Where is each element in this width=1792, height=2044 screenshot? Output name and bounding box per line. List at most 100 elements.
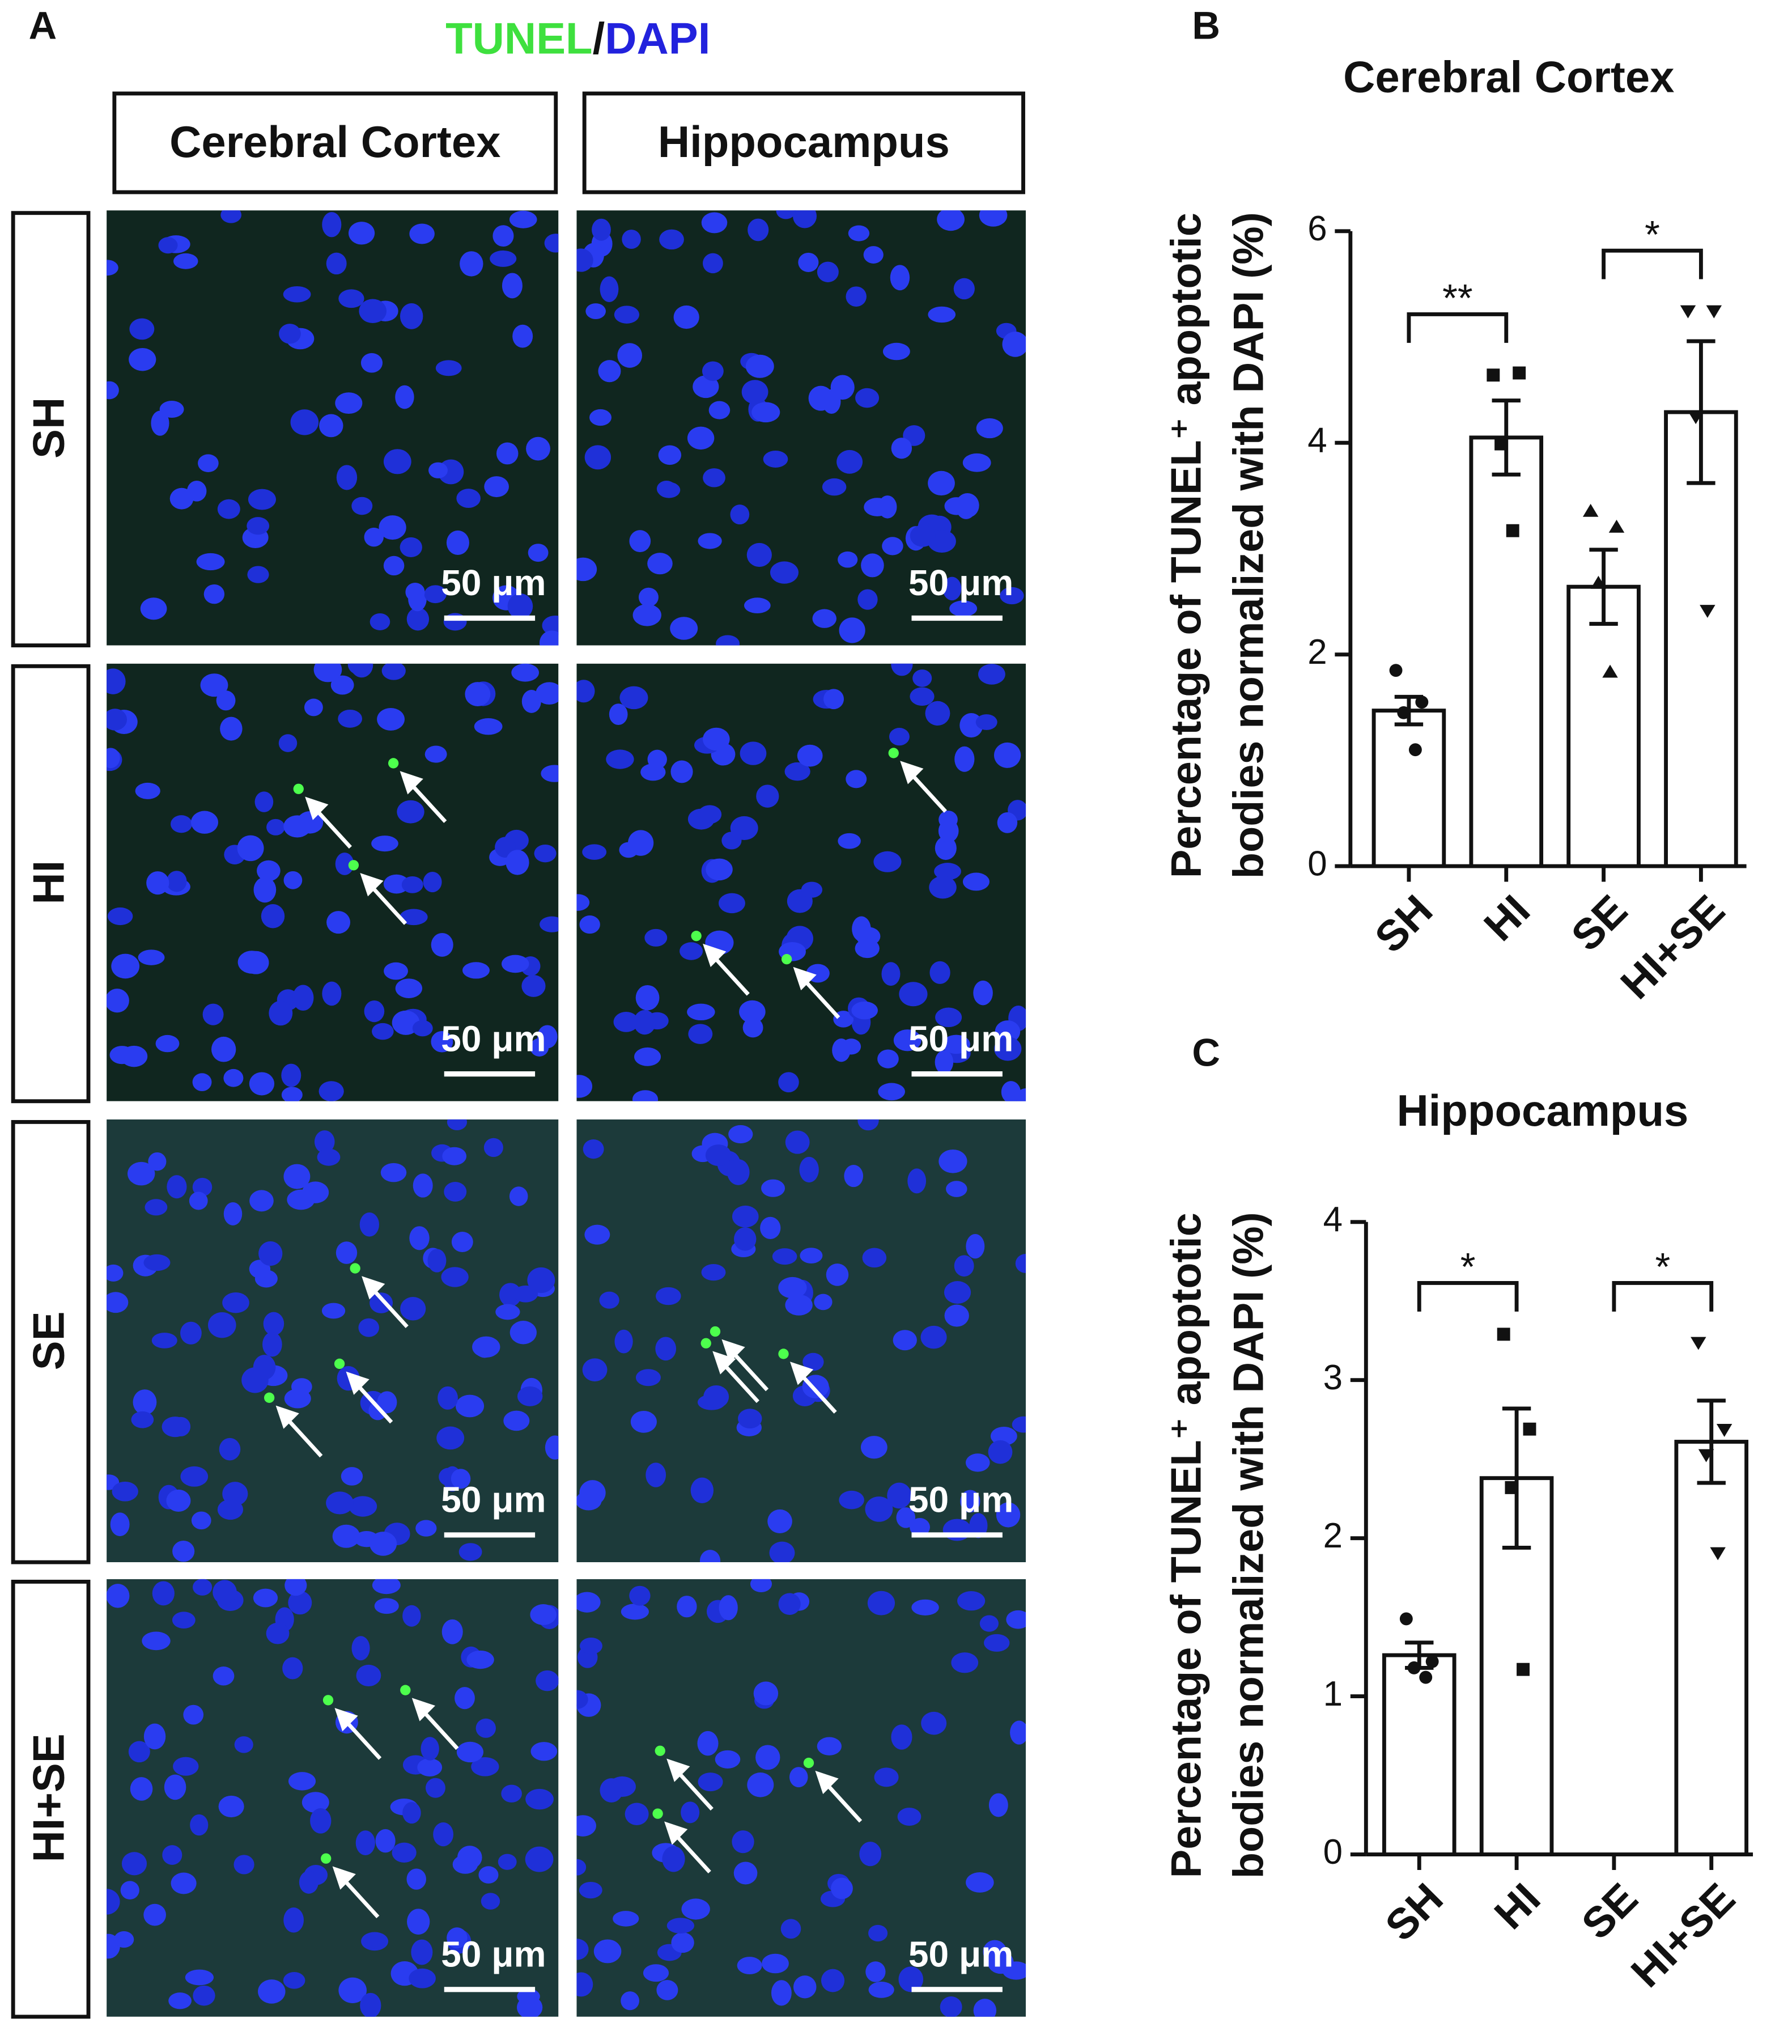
data-point [1716, 1424, 1732, 1437]
nucleus [234, 1736, 253, 1753]
nucleus [910, 525, 936, 547]
y-tick-label: 3 [1323, 1358, 1343, 1397]
nucleus [576, 557, 597, 582]
nucleus [447, 1119, 468, 1131]
nucleus [498, 1854, 517, 1870]
nucleus [762, 1953, 789, 1974]
nucleus [107, 260, 118, 276]
nucleus [151, 410, 169, 436]
nucleus [852, 916, 871, 942]
nucleus [146, 871, 169, 895]
nucleus [400, 1297, 426, 1321]
scale-bar-label: 50 μm [908, 1018, 1013, 1059]
nucleus [140, 597, 167, 620]
nucleus [860, 1436, 887, 1459]
nucleus [290, 409, 319, 435]
nucleus [629, 530, 651, 553]
nucleus [812, 609, 836, 628]
nucleus [314, 1130, 335, 1154]
tunel-spot [655, 1745, 665, 1756]
nucleus [621, 1604, 649, 1620]
nucleus [576, 1491, 602, 1511]
nucleus [249, 1072, 275, 1096]
nucleus [400, 537, 422, 557]
arrow-head [815, 1770, 839, 1795]
nucleus [1010, 1720, 1026, 1745]
nucleus [622, 230, 641, 249]
micrograph-content: 50 μm [576, 663, 1026, 1101]
scale-bar-label: 50 μm [908, 562, 1013, 603]
data-point [1408, 743, 1422, 757]
nucleus [128, 1741, 150, 1763]
nucleus [778, 1593, 801, 1615]
nucleus [609, 703, 628, 726]
nucleus [310, 1808, 332, 1834]
significance-bracket [1407, 312, 1509, 343]
nucleus [583, 1139, 604, 1159]
nucleus [656, 1287, 681, 1305]
nucleus [851, 1001, 878, 1020]
nucleus [321, 1303, 346, 1319]
nucleus [441, 1267, 469, 1287]
nucleus [355, 1830, 375, 1856]
nucleus [584, 445, 612, 470]
arrow-head [664, 1821, 688, 1845]
nucleus [374, 1598, 399, 1614]
nucleus [338, 709, 363, 728]
nucleus [380, 1163, 407, 1182]
significance-bracket [1417, 1281, 1519, 1312]
nucleus [755, 1745, 780, 1770]
y-tick-label: 1 [1323, 1674, 1343, 1714]
nucleus [899, 982, 928, 1007]
nucleus [859, 1842, 882, 1867]
title-part: TUNEL [445, 13, 593, 63]
nucleus [848, 225, 870, 241]
nucleus [183, 1704, 204, 1725]
nucleus [168, 1992, 192, 2009]
nucleus [114, 1931, 134, 1948]
nucleus [392, 1842, 417, 1863]
nucleus [536, 682, 559, 705]
nucleus [338, 289, 364, 308]
nucleus [219, 1437, 241, 1461]
nucleus [319, 1081, 344, 1101]
nucleus [635, 985, 660, 1011]
tunel-spot [322, 1695, 334, 1706]
nucleus [281, 1087, 303, 1101]
nucleus [509, 1186, 528, 1206]
nucleus [409, 1226, 430, 1250]
y-axis-label: bodies normalized with DAPI (%) [1225, 1212, 1273, 1878]
nucleus [846, 286, 867, 307]
nucleus [192, 1073, 212, 1092]
nucleus [988, 1440, 1013, 1464]
nucleus [802, 1352, 824, 1371]
nucleus [801, 881, 823, 898]
nucleus [364, 1000, 385, 1023]
nucleus [304, 698, 323, 716]
data-point [1425, 1655, 1439, 1668]
nucleus [730, 816, 758, 840]
nucleus [545, 1435, 559, 1460]
nucleus [409, 1968, 436, 1988]
nucleus [166, 1489, 191, 1512]
nucleus [281, 1063, 302, 1087]
nucleus [681, 1801, 700, 1824]
y-axis-label: Percentage of TUNEL⁺ apoptotic [1163, 1212, 1211, 1878]
scale-bar-label: 50 μm [908, 1933, 1013, 1974]
nucleus [492, 225, 514, 247]
arrow-head [900, 761, 924, 784]
nucleus [929, 961, 950, 984]
nucleus [261, 904, 285, 928]
data-point [1608, 519, 1625, 533]
micrograph: 50 μm [107, 663, 559, 1101]
nucleus [107, 1292, 129, 1313]
nucleus [776, 210, 796, 219]
row-header: SE [23, 1311, 73, 1370]
nucleus [935, 1050, 954, 1074]
nucleus [220, 210, 241, 223]
nucleus [874, 1767, 899, 1787]
nucleus [395, 978, 423, 998]
nucleus [960, 1490, 980, 1513]
nucleus [863, 246, 884, 264]
nucleus [698, 533, 722, 549]
